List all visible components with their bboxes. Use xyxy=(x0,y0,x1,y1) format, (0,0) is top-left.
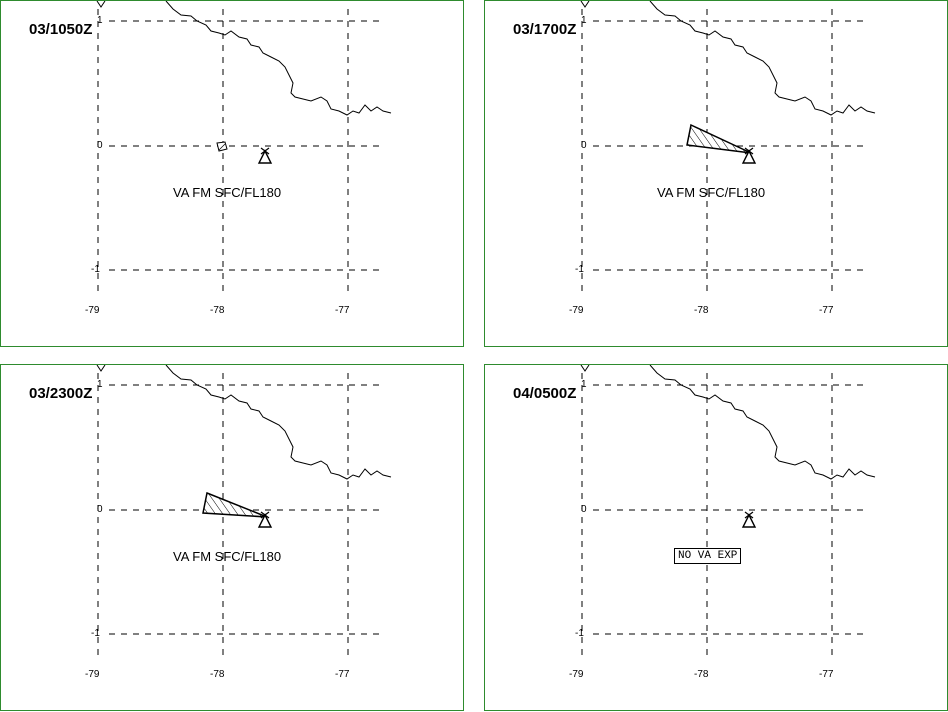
ash-cloud-polygon xyxy=(216,141,228,152)
panel-time-label: 03/2300Z xyxy=(29,385,93,402)
lat-tick-label: 1 xyxy=(581,379,587,390)
panel-time-label: 03/1050Z xyxy=(29,21,93,38)
lat-tick-label: 0 xyxy=(97,504,103,515)
lon-tick-label: -78 xyxy=(210,305,225,316)
coastline xyxy=(649,1,876,116)
volcano-triangle-icon xyxy=(257,147,273,164)
lat-tick-label: 0 xyxy=(97,140,103,151)
coastline-fragment xyxy=(96,365,106,372)
lat-tick-label: -1 xyxy=(91,628,100,639)
ash-cloud-polygon xyxy=(202,491,268,518)
lon-tick-label: -78 xyxy=(210,669,225,680)
lon-tick-label: -79 xyxy=(569,305,584,316)
coastline xyxy=(649,365,876,480)
lat-tick-label: -1 xyxy=(575,264,584,275)
map-panel-4: 04/0500Z 1 0 -1 -79 -78 -77 NO VA EXP xyxy=(484,364,948,711)
coastline-fragment xyxy=(580,1,590,8)
lat-tick-label: 1 xyxy=(581,15,587,26)
lon-tick-label: -77 xyxy=(335,305,350,316)
lat-tick-label: -1 xyxy=(91,264,100,275)
lat-tick-label: 0 xyxy=(581,140,587,151)
lon-tick-label: -77 xyxy=(335,669,350,680)
grid-lines xyxy=(581,373,865,657)
volcano-triangle-icon xyxy=(741,147,757,164)
map-panel-3: 03/2300Z 1 0 -1 -79 -78 -77 VA FM SFC/FL180 xyxy=(0,364,464,711)
lon-tick-label: -79 xyxy=(569,669,584,680)
coastline xyxy=(165,1,392,116)
grid-lines xyxy=(581,9,865,293)
volcano-triangle-icon xyxy=(741,511,757,528)
coastline-fragment xyxy=(96,1,106,8)
map-panel-1: 03/1050Z 1 0 -1 -79 -78 -77 VA FM SFC/FL180 xyxy=(0,0,464,347)
lat-tick-label: -1 xyxy=(575,628,584,639)
grid-lines xyxy=(97,9,381,293)
ash-layer-label: VA FM SFC/FL180 xyxy=(173,185,282,200)
map-panel-2: 03/1700Z 1 0 -1 -79 -78 -77 VA FM SFC/FL180 xyxy=(484,0,948,347)
no-ash-expected-label: NO VA EXP xyxy=(674,548,742,564)
lon-tick-label: -78 xyxy=(694,305,709,316)
volcano-triangle-icon xyxy=(257,511,273,528)
ash-layer-label: VA FM SFC/FL180 xyxy=(657,185,766,200)
lon-tick-label: -79 xyxy=(85,669,100,680)
lon-tick-label: -78 xyxy=(694,669,709,680)
panel-time-label: 03/1700Z xyxy=(513,21,577,38)
lon-tick-label: -77 xyxy=(819,669,834,680)
coastline-fragment xyxy=(580,365,590,372)
lon-tick-label: -77 xyxy=(819,305,834,316)
panel-time-label: 04/0500Z xyxy=(513,385,577,402)
coastline xyxy=(165,365,392,480)
ash-cloud-polygon xyxy=(686,123,752,154)
lat-tick-label: 1 xyxy=(97,15,103,26)
lat-tick-label: 0 xyxy=(581,504,587,515)
lon-tick-label: -79 xyxy=(85,305,100,316)
lat-tick-label: 1 xyxy=(97,379,103,390)
hatch-line xyxy=(218,143,226,151)
ash-layer-label: VA FM SFC/FL180 xyxy=(173,549,282,564)
